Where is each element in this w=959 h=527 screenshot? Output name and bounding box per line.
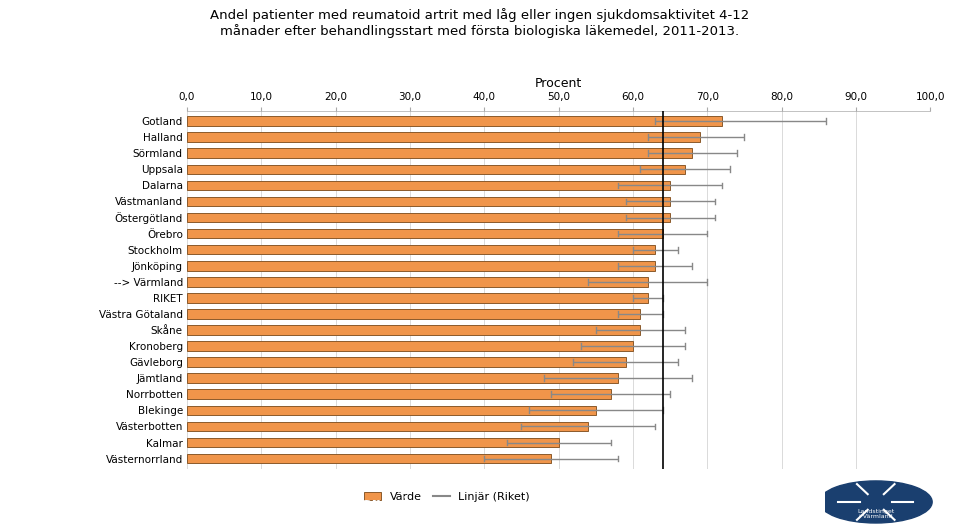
Text: månader efter behandlingsstart med första biologiska läkemedel, 2011-2013.: månader efter behandlingsstart med först… (220, 24, 739, 38)
Bar (187, 164, 685, 174)
Bar (187, 213, 670, 222)
Bar (187, 341, 633, 351)
Bar (187, 261, 655, 270)
Bar (187, 357, 625, 367)
Bar (187, 245, 655, 255)
Bar (187, 374, 619, 383)
Bar (187, 197, 670, 206)
Bar (187, 406, 596, 415)
Bar (187, 293, 648, 302)
Text: Andel patienter med reumatoid artrit med låg eller ingen sjukdomsaktivitet 4-12: Andel patienter med reumatoid artrit med… (210, 8, 749, 22)
X-axis label: Procent: Procent (535, 77, 582, 91)
Bar (187, 181, 670, 190)
Bar (187, 454, 551, 463)
Bar (187, 422, 589, 431)
Text: Källa: Svensk reumatologis kvalitetsregister: Källa: Svensk reumatologis kvalitetsregi… (29, 495, 446, 514)
Bar (187, 116, 722, 126)
Circle shape (819, 481, 932, 523)
Text: Landstinget
i Värmland: Landstinget i Värmland (857, 509, 895, 520)
Bar (187, 325, 641, 335)
Bar (187, 389, 611, 399)
Bar (187, 149, 692, 158)
Bar (187, 438, 559, 447)
Bar (187, 277, 648, 287)
Legend: Värde, Linjär (Riket): Värde, Linjär (Riket) (360, 487, 534, 506)
Bar (187, 309, 641, 319)
Bar (187, 132, 700, 142)
Bar (187, 229, 663, 238)
